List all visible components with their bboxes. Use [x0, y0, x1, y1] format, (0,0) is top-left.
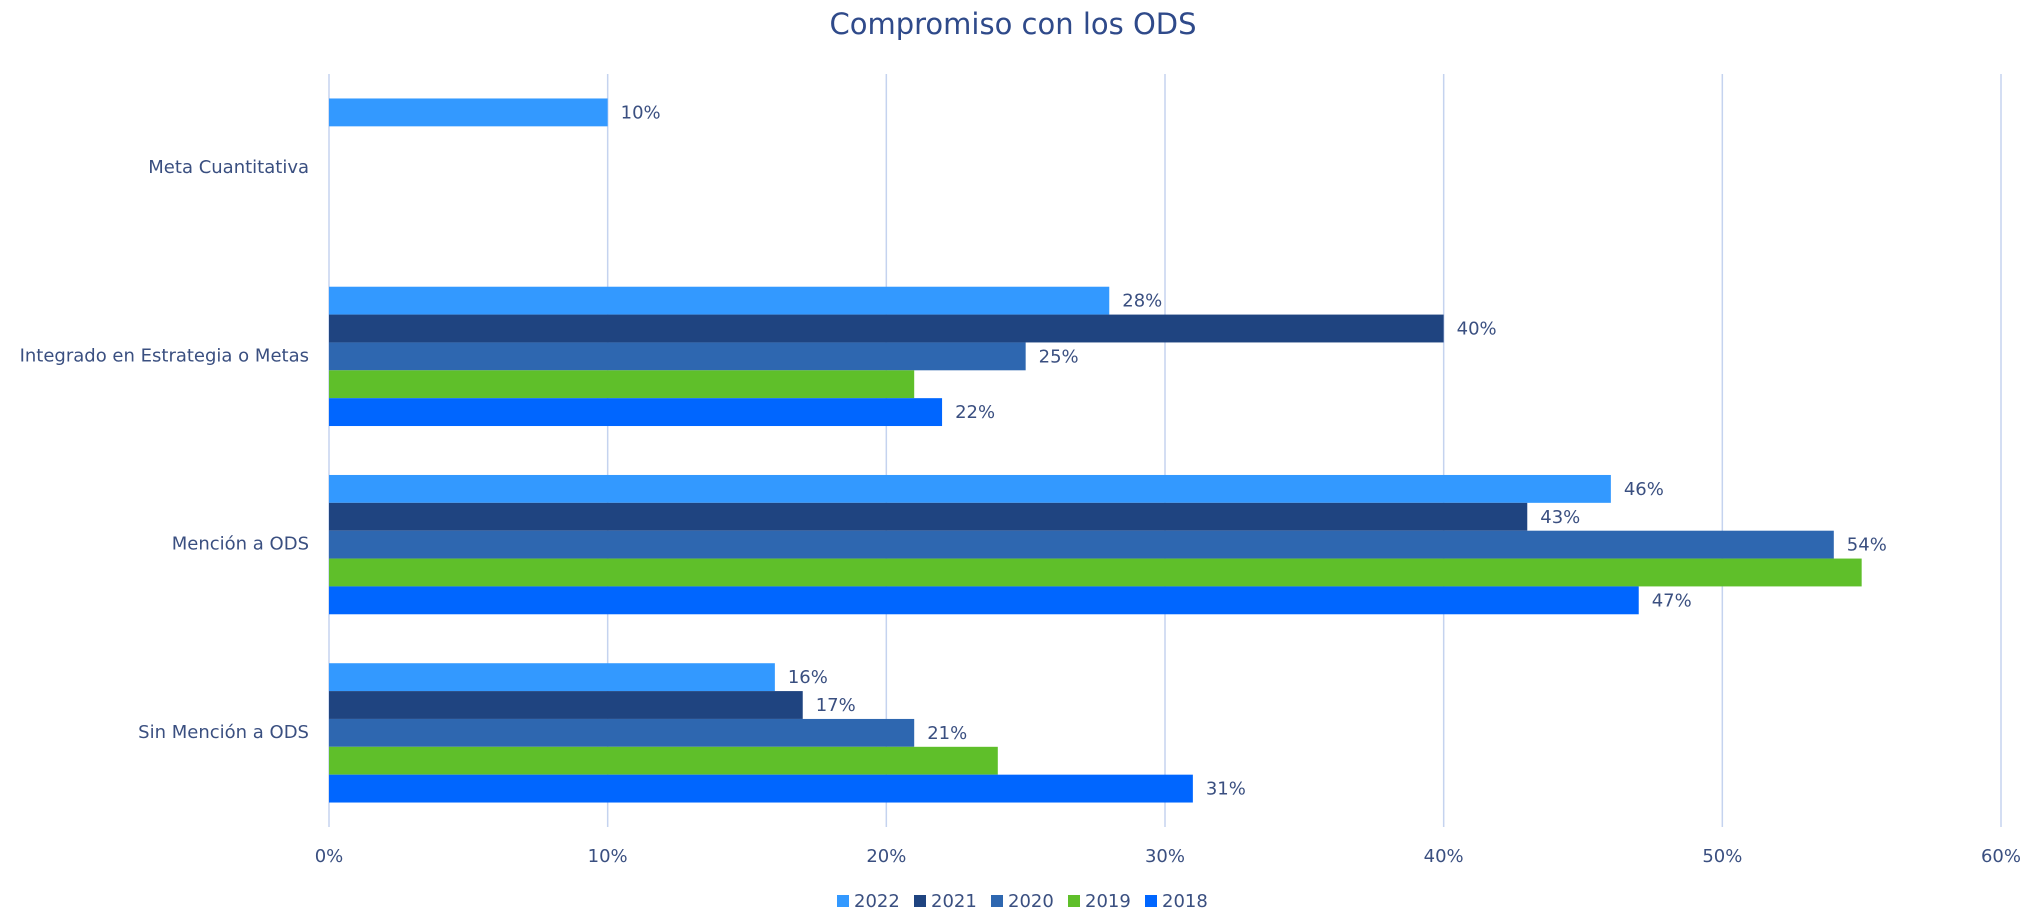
- bar: [329, 558, 1862, 587]
- y-tick-label: Mención a ODS: [172, 534, 309, 555]
- data-label: 31%: [1206, 779, 1246, 800]
- x-tick-label: 30%: [1145, 846, 1185, 867]
- bar: [329, 286, 1110, 315]
- x-tick-label: 50%: [1702, 846, 1742, 867]
- data-label: 25%: [1039, 346, 1079, 367]
- y-tick-label: Meta Cuantitativa: [148, 157, 309, 178]
- x-tick-label: 20%: [866, 846, 906, 867]
- x-tick-label: 40%: [1424, 846, 1464, 867]
- y-tick-label: Sin Mención a ODS: [138, 722, 309, 743]
- bar: [329, 530, 1834, 559]
- chart-title: Compromiso con los ODS: [829, 7, 1196, 41]
- x-tick-label: 60%: [1981, 846, 2021, 867]
- legend-swatch: [837, 895, 849, 907]
- data-label: 22%: [955, 402, 995, 423]
- data-label: 43%: [1540, 507, 1580, 528]
- data-label: 16%: [788, 667, 828, 688]
- data-label: 28%: [1122, 291, 1162, 312]
- legend-swatch: [914, 895, 926, 907]
- bar: [329, 502, 1528, 531]
- bar: [329, 774, 1193, 803]
- data-label: 17%: [816, 695, 856, 716]
- bar: [329, 314, 1444, 343]
- bar: [329, 746, 998, 775]
- bar: [329, 342, 1026, 371]
- bar: [329, 663, 775, 692]
- bar: [329, 98, 608, 127]
- data-label: 47%: [1652, 590, 1692, 611]
- legend-label: 2021: [931, 891, 977, 912]
- y-tick-label: Integrado en Estrategia o Metas: [20, 345, 309, 366]
- bar: [329, 691, 803, 719]
- bar: [329, 474, 1611, 503]
- legend-swatch: [1068, 895, 1080, 907]
- legend-label: 2022: [854, 891, 900, 912]
- x-tick-label: 0%: [315, 846, 344, 867]
- data-label: 21%: [927, 723, 967, 744]
- legend-swatch: [1145, 895, 1157, 907]
- data-label: 40%: [1457, 319, 1497, 340]
- legend-label: 2019: [1085, 891, 1131, 912]
- x-tick-label: 10%: [588, 846, 628, 867]
- bar: [329, 398, 943, 427]
- legend-label: 2018: [1162, 891, 1208, 912]
- data-label: 10%: [621, 102, 661, 123]
- data-label: 46%: [1624, 479, 1664, 500]
- bar: [329, 370, 915, 399]
- legend-swatch: [991, 895, 1003, 907]
- data-label: 54%: [1847, 535, 1887, 556]
- legend-label: 2020: [1008, 891, 1054, 912]
- bar: [329, 718, 915, 747]
- bar: [329, 586, 1639, 615]
